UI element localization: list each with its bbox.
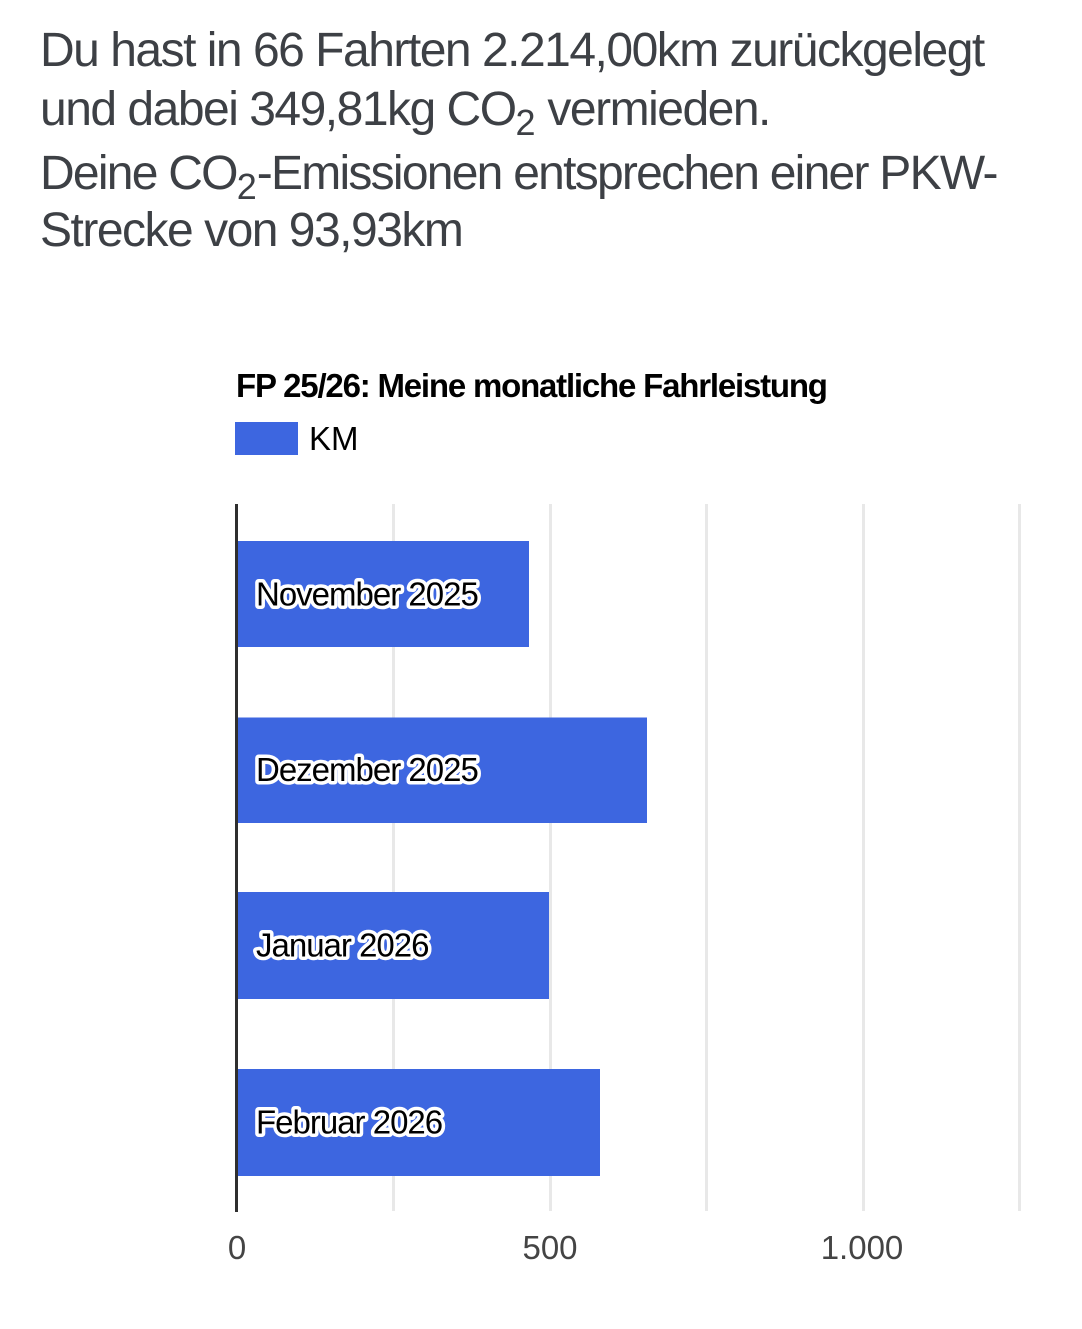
svg-text:FP 25/26: Meine monatliche Fah: FP 25/26: Meine monatliche Fahrleistung bbox=[236, 367, 827, 404]
svg-text:0: 0 bbox=[228, 1229, 246, 1266]
svg-text:KM: KM bbox=[309, 420, 359, 457]
svg-text:1.000: 1.000 bbox=[821, 1229, 904, 1266]
svg-text:500: 500 bbox=[522, 1229, 577, 1266]
svg-text:Dezember 2025: Dezember 2025 bbox=[256, 751, 478, 788]
svg-text:November 2025: November 2025 bbox=[256, 576, 478, 613]
svg-text:Januar 2026: Januar 2026 bbox=[256, 927, 428, 964]
svg-text:Februar 2026: Februar 2026 bbox=[256, 1104, 442, 1141]
